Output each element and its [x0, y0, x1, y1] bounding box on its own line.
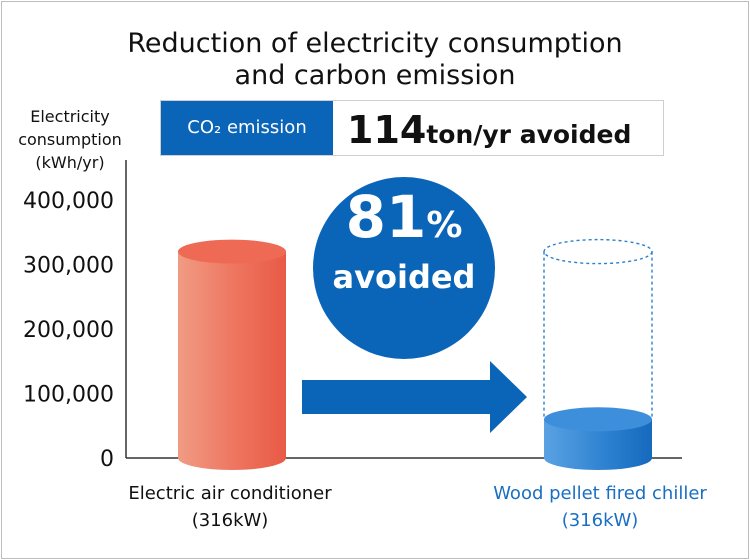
- y-axis-label-line-3: (kWh/yr): [35, 153, 105, 172]
- category-name: Electric air conditioner: [128, 483, 332, 504]
- co2-emission-label: CO₂ emission: [161, 101, 333, 155]
- category-capacity: (316kW): [191, 510, 269, 531]
- y-axis-label-line-1: Electricity: [30, 107, 110, 126]
- category-name: Wood pellet fired chiller: [493, 483, 707, 504]
- co2-emission-number: 114: [347, 108, 427, 152]
- chart-title-line-2: and carbon emission: [234, 60, 516, 91]
- y-axis-ticks: 0 100,000 200,000 300,000 400,000: [23, 189, 114, 472]
- transition-arrow: [302, 361, 527, 433]
- y-axis-label-line-2: consumption: [18, 130, 122, 149]
- y-tick-label: 100,000: [23, 383, 114, 408]
- reduction-circle: [313, 177, 495, 359]
- y-tick-label: 0: [100, 447, 114, 472]
- reduction-badge: 81% avoided: [314, 186, 494, 295]
- chart-title-line-1: Reduction of electricity consumption: [127, 28, 623, 59]
- bar: [178, 239, 286, 470]
- y-tick-label: 400,000: [23, 189, 114, 214]
- y-tick-label: 300,000: [23, 254, 114, 279]
- co2-emission-value: 114ton/yr avoided: [347, 101, 631, 155]
- reduction-percent-sign: %: [426, 205, 463, 246]
- category-capacity: (316kW): [561, 510, 639, 531]
- category-label-wood-pellet-chiller: Wood pellet fired chiller (316kW): [455, 480, 745, 534]
- reduction-percent: 81: [345, 183, 427, 251]
- bars: [178, 238, 653, 470]
- co2-emission-banner: CO₂ emission 114ton/yr avoided: [160, 100, 664, 156]
- category-label-electric-air-conditioner: Electric air conditioner (316kW): [100, 480, 360, 534]
- y-tick-label: 200,000: [23, 318, 114, 343]
- bar: [544, 407, 652, 470]
- reduction-label: avoided: [332, 258, 476, 296]
- avoided-volume-outline: [543, 238, 653, 420]
- co2-emission-unit: ton/yr avoided: [426, 120, 632, 149]
